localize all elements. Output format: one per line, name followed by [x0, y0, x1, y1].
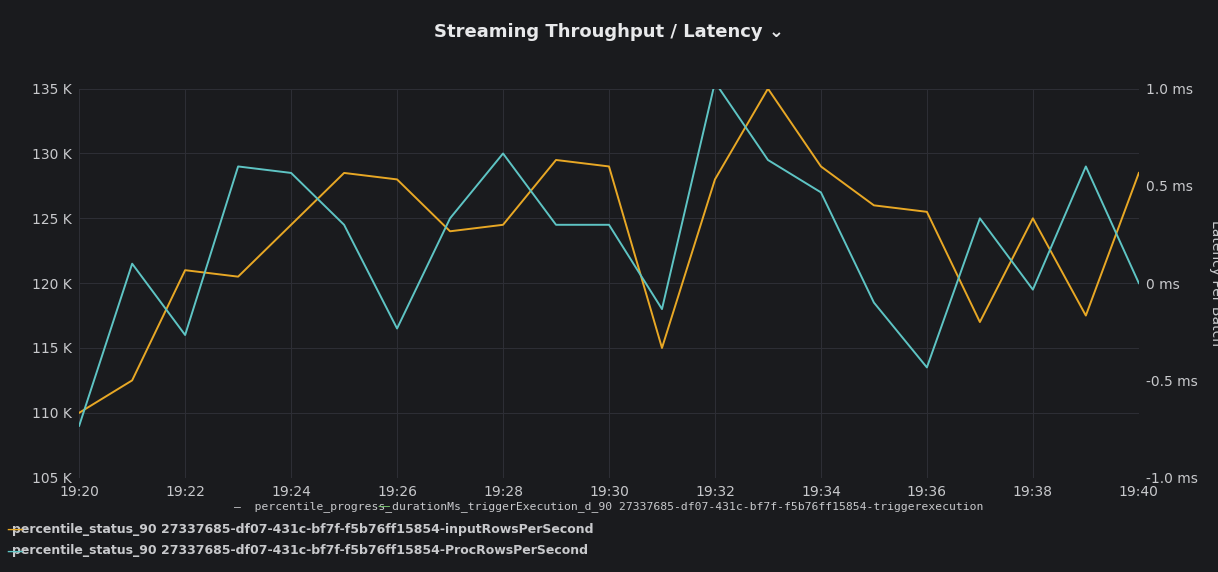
Text: —: —: [6, 541, 23, 559]
Text: —: —: [378, 500, 390, 513]
Text: —: —: [6, 520, 23, 538]
Text: percentile_status_90 27337685-df07-431c-bf7f-f5b76ff15854-inputRowsPerSecond: percentile_status_90 27337685-df07-431c-…: [12, 523, 593, 535]
Text: Streaming Throughput / Latency ⌄: Streaming Throughput / Latency ⌄: [434, 23, 784, 41]
Y-axis label: Latency Per Batch: Latency Per Batch: [1208, 220, 1218, 346]
Text: percentile_status_90 27337685-df07-431c-bf7f-f5b76ff15854-ProcRowsPerSecond: percentile_status_90 27337685-df07-431c-…: [12, 544, 588, 557]
Text: —  percentile_progress_durationMs_triggerExecution_d_90 27337685-df07-431c-bf7f-: — percentile_progress_durationMs_trigger…: [234, 500, 984, 512]
